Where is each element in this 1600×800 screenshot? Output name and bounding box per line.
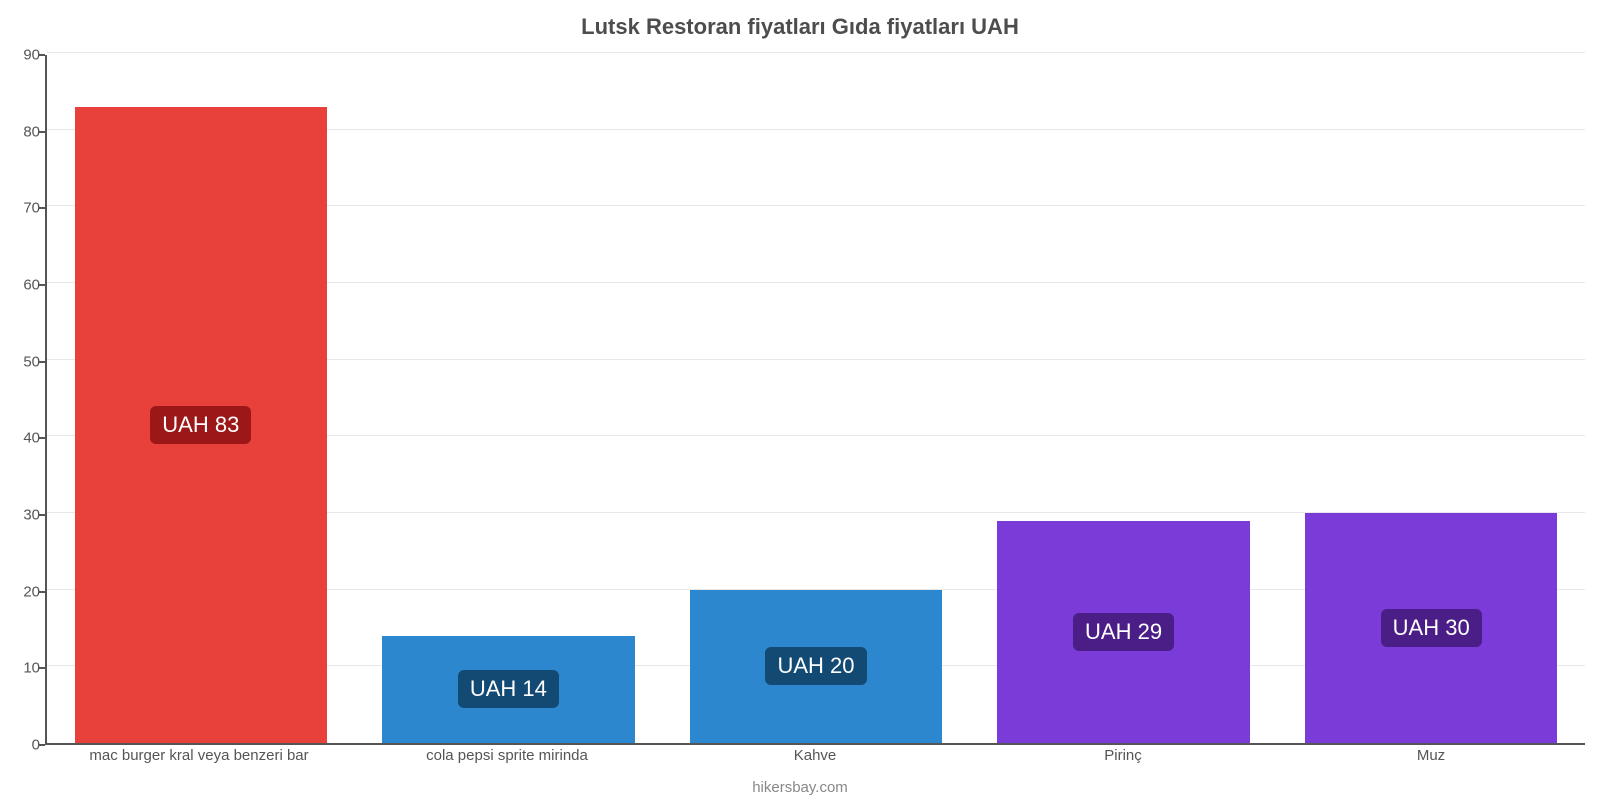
value-badge: UAH 20 [765,647,866,685]
bar: UAH 30 [1305,513,1557,743]
x-axis-labels: mac burger kral veya benzeri barcola pep… [45,747,1585,764]
y-tick-mark [39,54,45,56]
grid-line [47,52,1585,53]
y-tick-label: 0 [5,737,40,754]
value-badge: UAH 14 [458,670,559,708]
bar: UAH 20 [690,590,942,743]
y-tick-label: 80 [5,123,40,140]
y-tick-label: 10 [5,660,40,677]
y-tick-label: 70 [5,200,40,217]
price-bar-chart: Lutsk Restoran fiyatları Gıda fiyatları … [0,0,1600,800]
value-badge: UAH 83 [150,406,251,444]
chart-title: Lutsk Restoran fiyatları Gıda fiyatları … [0,14,1600,40]
y-tick-label: 40 [5,430,40,447]
bar: UAH 83 [75,107,327,743]
y-tick-mark [39,667,45,669]
y-tick-mark [39,591,45,593]
y-tick-label: 20 [5,583,40,600]
x-axis-label: Pirinç [969,747,1277,764]
plot-area: UAH 83 UAH 14 UAH 20 UAH 29 UAH 30 [45,55,1585,745]
bar: UAH 14 [382,636,634,743]
y-tick-mark [39,514,45,516]
y-tick-mark [39,744,45,746]
y-tick-mark [39,207,45,209]
y-tick-label: 60 [5,277,40,294]
y-tick-label: 30 [5,507,40,524]
y-tick-mark [39,284,45,286]
bars-container: UAH 83 UAH 14 UAH 20 UAH 29 UAH 30 [47,55,1585,743]
bar-slot: UAH 29 [970,55,1278,743]
bar-slot: UAH 20 [662,55,970,743]
value-badge: UAH 29 [1073,613,1174,651]
x-axis-label: cola pepsi sprite mirinda [353,747,661,764]
y-tick-mark [39,437,45,439]
x-axis-label: Muz [1277,747,1585,764]
y-tick-mark [39,361,45,363]
y-tick-label: 50 [5,353,40,370]
bar-slot: UAH 30 [1277,55,1585,743]
x-axis-label: mac burger kral veya benzeri bar [45,747,353,764]
bar-slot: UAH 14 [355,55,663,743]
y-tick-mark [39,131,45,133]
bar: UAH 29 [997,521,1249,743]
value-badge: UAH 30 [1381,609,1482,647]
bar-slot: UAH 83 [47,55,355,743]
chart-footer: hikersbay.com [0,779,1600,796]
x-axis-label: Kahve [661,747,969,764]
y-tick-label: 90 [5,47,40,64]
